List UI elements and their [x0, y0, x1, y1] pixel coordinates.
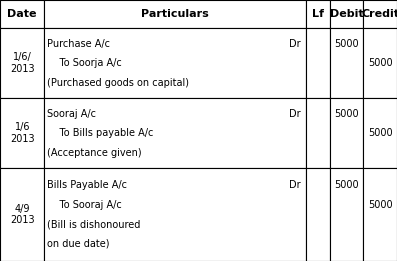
Bar	[363, 168, 397, 261]
Bar	[306, 98, 330, 168]
Text: Sooraj A/c: Sooraj A/c	[47, 109, 96, 118]
Text: (Acceptance given): (Acceptance given)	[47, 148, 141, 158]
Text: Bills Payable A/c: Bills Payable A/c	[47, 180, 127, 190]
Text: 5000: 5000	[334, 109, 359, 118]
Bar	[44, 0, 306, 28]
Text: (Purchased goods on capital): (Purchased goods on capital)	[47, 78, 189, 88]
Bar	[330, 98, 363, 168]
Bar	[330, 28, 363, 98]
Text: 5000: 5000	[368, 58, 393, 68]
Text: To Soorja A/c: To Soorja A/c	[47, 58, 121, 68]
Text: 1/6
2013: 1/6 2013	[10, 122, 35, 144]
Text: 5000: 5000	[334, 180, 359, 190]
Text: 5000: 5000	[368, 200, 393, 210]
Text: Dr: Dr	[289, 39, 301, 49]
Text: To Bills payable A/c: To Bills payable A/c	[47, 128, 153, 138]
Text: Particulars: Particulars	[141, 9, 209, 19]
Bar	[306, 168, 330, 261]
Text: Dr: Dr	[289, 180, 301, 190]
Text: 4/9
2013: 4/9 2013	[10, 204, 35, 225]
Text: Date: Date	[8, 9, 37, 19]
Text: 5000: 5000	[368, 128, 393, 138]
Text: To Sooraj A/c: To Sooraj A/c	[47, 200, 121, 210]
Bar	[306, 28, 330, 98]
Bar	[330, 168, 363, 261]
Text: Lf: Lf	[312, 9, 324, 19]
Bar	[0, 168, 44, 261]
Bar	[0, 0, 44, 28]
Text: (Bill is dishonoured: (Bill is dishonoured	[47, 219, 140, 229]
Bar	[363, 28, 397, 98]
Bar	[363, 98, 397, 168]
Bar	[0, 98, 44, 168]
Text: Debit: Debit	[330, 9, 363, 19]
Text: 5000: 5000	[334, 39, 359, 49]
Bar	[306, 0, 330, 28]
Bar	[363, 0, 397, 28]
Text: 1/6/
2013: 1/6/ 2013	[10, 52, 35, 74]
Bar	[44, 168, 306, 261]
Bar	[44, 98, 306, 168]
Bar	[330, 0, 363, 28]
Bar	[0, 28, 44, 98]
Text: Dr: Dr	[289, 109, 301, 118]
Bar	[44, 28, 306, 98]
Text: Purchase A/c: Purchase A/c	[47, 39, 110, 49]
Text: on due date): on due date)	[47, 239, 109, 249]
Text: Credit: Credit	[361, 9, 397, 19]
